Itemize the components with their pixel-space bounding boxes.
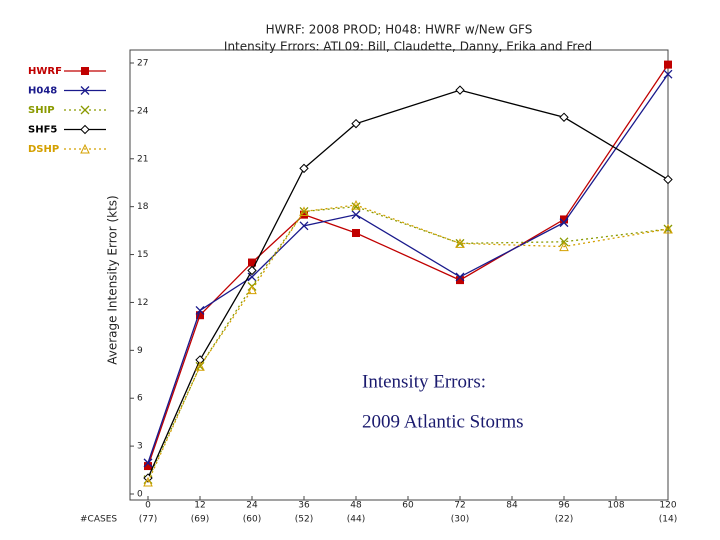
series-line (147, 73, 669, 464)
y-tick-label: 24 (137, 106, 149, 116)
point (351, 210, 361, 220)
legend-marker (80, 124, 90, 135)
y-tick-label: 9 (137, 346, 143, 356)
plot-frame (129, 49, 669, 501)
legend-label: SHIP (28, 105, 55, 116)
x-tick-label: 48 (350, 501, 362, 511)
point (247, 265, 257, 276)
point (144, 462, 152, 471)
cases-label: #CASES (80, 515, 117, 525)
point (143, 458, 153, 468)
point (195, 361, 205, 371)
x-tick-label: 0 (145, 501, 151, 511)
case-count: (52) (295, 515, 313, 525)
x-tick-label: 84 (506, 501, 518, 511)
x-tick-label: 36 (298, 501, 310, 511)
point (300, 210, 308, 219)
point (456, 276, 464, 285)
case-count: (44) (347, 515, 365, 525)
point (299, 206, 309, 216)
y-tick-label: 0 (137, 490, 143, 500)
point (663, 223, 673, 234)
legend-marker (80, 105, 90, 115)
point (663, 174, 673, 185)
point (299, 163, 309, 174)
point (352, 229, 360, 238)
point (195, 305, 205, 315)
point (559, 218, 569, 228)
legend-label: DSHP (28, 144, 59, 155)
y-tick-label: 27 (137, 59, 148, 69)
case-count: (69) (191, 515, 209, 525)
case-count: (14) (659, 515, 677, 525)
point (455, 238, 465, 248)
annotation: 2009 Atlantic Storms (362, 411, 524, 432)
annotation: Intensity Errors: (362, 371, 486, 392)
x-tick-label: 24 (246, 501, 258, 511)
series-line (147, 89, 669, 479)
point (248, 258, 256, 267)
chart-subtitle: Intensity Errors: ATL09: Bill, Claudette… (224, 40, 592, 54)
y-tick-label: 6 (137, 394, 143, 404)
legend-marker (80, 86, 90, 95)
point (143, 476, 153, 487)
series-line (147, 64, 669, 467)
legend-label: HWRF (28, 66, 62, 77)
point (560, 215, 568, 224)
point (196, 311, 204, 320)
legend-label: H048 (28, 86, 57, 97)
series-line (147, 206, 669, 480)
series-line (147, 204, 669, 483)
case-count: (22) (555, 515, 573, 525)
y-tick-label: 15 (137, 250, 148, 260)
x-tick-label: 96 (558, 501, 570, 511)
y-tick-label: 21 (137, 154, 148, 164)
point (351, 199, 361, 210)
case-count: (77) (139, 515, 157, 525)
x-tick-label: 72 (454, 501, 465, 511)
x-tick-label: 60 (402, 501, 414, 511)
point (195, 355, 205, 365)
chart-title: HWRF: 2008 PROD; H048: HWRF w/New GFS (266, 23, 533, 37)
y-tick-label: 3 (137, 442, 143, 452)
y-tick-label: 12 (137, 298, 148, 308)
point (351, 118, 361, 129)
point (559, 241, 569, 252)
legend-marker (81, 67, 89, 75)
point (299, 206, 309, 216)
x-tick-label: 120 (659, 501, 676, 511)
point (663, 69, 673, 79)
point (664, 60, 672, 69)
y-axis-label: Average Intensity Error (kts) (106, 195, 120, 364)
point (455, 272, 465, 282)
y-tick-label: 18 (137, 202, 149, 212)
point (247, 284, 257, 295)
point (299, 221, 309, 231)
legend-marker (80, 143, 90, 154)
x-tick-label: 108 (607, 501, 624, 511)
x-tick-label: 12 (194, 501, 205, 511)
legend-label: SHF5 (28, 125, 57, 136)
point (455, 85, 465, 95)
point (559, 112, 569, 122)
case-count: (60) (243, 515, 261, 525)
case-count: (30) (451, 515, 469, 525)
